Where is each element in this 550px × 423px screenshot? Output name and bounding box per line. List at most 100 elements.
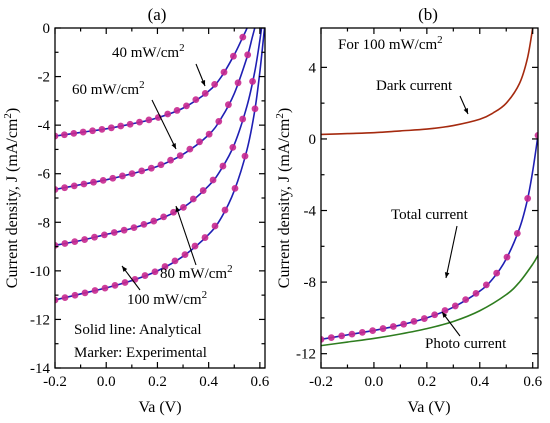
panel-b-series-1-marker xyxy=(348,330,356,338)
panel-b-series-1-marker xyxy=(321,335,325,343)
panel-a-ytick-label: -12 xyxy=(30,312,50,328)
label-100mw: 100 mW/cm2 xyxy=(127,289,207,308)
panel-a-series-3-marker xyxy=(61,294,69,302)
panel-a-ytick-label: -8 xyxy=(38,215,51,231)
panel-b-xlabel: Va (V) xyxy=(407,399,450,416)
panel-a-series-3-marker xyxy=(241,152,249,160)
panel-b-xtick-label: 0.4 xyxy=(470,374,489,390)
panel-b-series-1-marker xyxy=(513,229,521,237)
panel-b-series-1-marker xyxy=(379,325,387,332)
label-dark-current: Dark current xyxy=(376,78,453,94)
panel-a-series-2-marker xyxy=(199,187,207,194)
panel-a-series-0-marker xyxy=(145,116,153,124)
panel-b-ytick-label: 0 xyxy=(309,132,317,148)
leader-60mw xyxy=(151,99,177,150)
panel-a-series-1-marker xyxy=(138,167,146,175)
panel-a-xtick-label: 0.0 xyxy=(97,374,116,390)
panel-b-xtick-label: -0.2 xyxy=(309,374,333,390)
panel-b-header: For 100 mW/cm2 xyxy=(338,34,443,53)
label-40mw: 40 mW/cm2 xyxy=(112,42,185,61)
panel-a-series-2-marker xyxy=(61,240,69,247)
panel-a-series-1-marker xyxy=(157,161,165,169)
panel-a-series-1-marker xyxy=(186,145,194,153)
panel-b-series-1-marker xyxy=(338,332,346,340)
panel-b-series-1-marker xyxy=(451,302,459,310)
panel-a-series-2-marker xyxy=(91,233,98,241)
panel-a-ytick-label: -10 xyxy=(30,264,50,280)
panel-b-ytick-label: -12 xyxy=(296,347,316,363)
panel-a-series-2-marker xyxy=(239,115,247,123)
panel-a-series-2-marker xyxy=(71,238,79,246)
panel-a-series-3-marker xyxy=(211,222,219,230)
panel-b-series-1-marker xyxy=(420,315,428,322)
panel-a-plot-area xyxy=(55,28,265,304)
panel-b-xtick-label: 0.6 xyxy=(523,374,542,390)
panel-a-series-1-marker xyxy=(244,51,252,59)
panel-a-series-2-marker xyxy=(170,208,177,216)
panel-b-series-1-marker xyxy=(534,131,538,139)
label-80mw: 80 mW/cm2 xyxy=(160,263,233,282)
leader-dark-current-arrowhead xyxy=(463,108,468,114)
panel-b-series-1-marker xyxy=(431,311,439,319)
panel-b-xtick-label: 0.2 xyxy=(417,374,436,390)
panel-a-series-1-marker xyxy=(147,164,155,172)
panel-a-series-1-marker xyxy=(128,170,136,178)
panel-a-ylabel: Current density, J (mA/cm2) xyxy=(2,108,21,288)
panel-b-ytick-label: -8 xyxy=(304,275,317,291)
panel-a-series-3-marker xyxy=(121,279,129,286)
panel-b-ylabel: Current density, J (mA/cm2) xyxy=(274,108,293,288)
panel-a-series-2-marker xyxy=(120,226,128,234)
panel-a-series-0-marker xyxy=(173,107,181,114)
label-total-current: Total current xyxy=(391,207,469,223)
leader-80mw-arrowhead xyxy=(175,206,180,212)
panel-a-series-3-marker xyxy=(171,257,179,265)
panel-a-series-0-marker xyxy=(192,96,200,104)
panel-b-series-1-marker xyxy=(482,281,490,289)
panel-a-series-1-marker xyxy=(80,180,88,188)
panel-a-series-1-marker xyxy=(99,176,107,184)
leader-photo-current-arrowhead xyxy=(442,312,448,318)
panel-b-ytick-label: 4 xyxy=(309,60,317,76)
panel-a-series-2-marker xyxy=(180,204,187,211)
panel-a-series-1-marker xyxy=(215,118,223,125)
panel-a-xlabel: Va (V) xyxy=(138,399,181,416)
panel-a-series-2-marker xyxy=(189,195,197,203)
panel-a-ytick-label: 0 xyxy=(43,21,51,37)
panel-a-series-0-marker xyxy=(126,120,134,128)
label-photo-current: Photo current xyxy=(425,336,507,352)
panel-a-series-2-marker xyxy=(140,220,148,228)
panel-a-series-3-marker xyxy=(91,287,99,294)
panel-a-series-2-marker xyxy=(229,143,237,151)
panel-a-series-2-marker xyxy=(219,162,227,170)
panel-a-series-0-marker xyxy=(183,102,190,110)
panel-a-series-1-marker xyxy=(70,182,78,190)
panel-b-series-1-marker xyxy=(410,317,418,325)
panel-b-series-1-marker xyxy=(503,253,511,261)
panel-a-series-0-marker xyxy=(230,52,237,60)
panel-a-ytick-label: -4 xyxy=(38,118,51,134)
panel-a-series-3-marker xyxy=(231,184,239,192)
panel-b-series-1-marker xyxy=(389,323,397,330)
panel-a-series-2-marker xyxy=(150,217,158,225)
panel-a-series-2-marker xyxy=(81,236,89,243)
panel-a-series-0-marker xyxy=(89,127,96,135)
panel-b-series-1-marker xyxy=(524,195,532,202)
panel-a-series-0-marker xyxy=(70,130,78,137)
panel-a-series-2-marker xyxy=(160,213,168,221)
panel-b-series-1-marker xyxy=(369,327,377,335)
panel-a-series-1-marker xyxy=(234,79,242,87)
leader-60mw-arrowhead xyxy=(171,143,176,149)
panel-a-series-3-marker xyxy=(181,251,189,259)
panel-a-series-2-marker xyxy=(100,231,108,239)
panel-b-frame xyxy=(320,27,539,369)
panel-a-title: (a) xyxy=(148,5,167,24)
panel-a-series-0-marker xyxy=(98,125,106,133)
panel-a-series-2-marker xyxy=(110,229,118,236)
panel-a-series-3-marker xyxy=(55,296,59,304)
panel-a-frame xyxy=(54,27,266,369)
panel-a-series-1-marker xyxy=(176,152,184,160)
panel-b-series-1-marker xyxy=(400,320,408,328)
panel-a-series-0-marker xyxy=(117,122,125,130)
leader-80mw xyxy=(175,205,197,266)
panel-a-series-1-marker xyxy=(205,130,213,138)
